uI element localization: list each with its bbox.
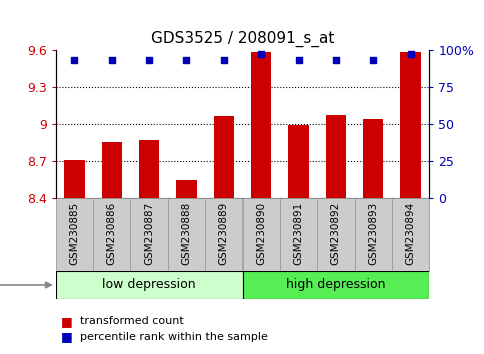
Point bbox=[182, 57, 190, 63]
Bar bbox=[279, 198, 317, 271]
Point bbox=[145, 57, 153, 63]
Text: low depression: low depression bbox=[102, 279, 196, 291]
Bar bbox=[399, 52, 420, 198]
Text: GSM230889: GSM230889 bbox=[218, 202, 228, 265]
Text: transformed count: transformed count bbox=[80, 316, 183, 326]
Bar bbox=[362, 119, 383, 198]
Text: GSM230885: GSM230885 bbox=[69, 202, 79, 265]
Bar bbox=[287, 125, 308, 198]
Bar bbox=[56, 271, 242, 299]
Point bbox=[331, 57, 339, 63]
Bar bbox=[176, 179, 197, 198]
Bar bbox=[101, 143, 122, 198]
Bar bbox=[250, 52, 271, 198]
Bar bbox=[325, 115, 346, 198]
Text: GSM230888: GSM230888 bbox=[181, 202, 191, 265]
Text: high depression: high depression bbox=[286, 279, 385, 291]
Point bbox=[257, 51, 265, 57]
Bar bbox=[138, 140, 159, 198]
Bar bbox=[167, 198, 205, 271]
Text: ■: ■ bbox=[60, 331, 72, 343]
Point bbox=[71, 57, 78, 63]
Point bbox=[369, 57, 377, 63]
Text: ■: ■ bbox=[60, 315, 72, 328]
Bar bbox=[242, 198, 279, 271]
Title: GDS3525 / 208091_s_at: GDS3525 / 208091_s_at bbox=[151, 30, 333, 47]
Point bbox=[294, 57, 302, 63]
Text: individual: individual bbox=[0, 279, 51, 291]
Bar bbox=[64, 160, 85, 198]
Text: GSM230893: GSM230893 bbox=[367, 202, 378, 265]
Bar bbox=[213, 116, 234, 198]
Text: percentile rank within the sample: percentile rank within the sample bbox=[80, 332, 267, 342]
Bar bbox=[391, 198, 428, 271]
Bar bbox=[130, 198, 167, 271]
Text: GSM230894: GSM230894 bbox=[405, 202, 415, 265]
Text: GSM230886: GSM230886 bbox=[106, 202, 117, 265]
Text: GSM230892: GSM230892 bbox=[330, 202, 340, 265]
Point bbox=[219, 57, 227, 63]
Bar bbox=[56, 198, 93, 271]
Bar bbox=[205, 198, 242, 271]
Bar bbox=[242, 271, 428, 299]
Text: GSM230887: GSM230887 bbox=[144, 202, 154, 265]
Point bbox=[406, 51, 413, 57]
Text: GSM230890: GSM230890 bbox=[256, 202, 266, 265]
Bar bbox=[354, 198, 391, 271]
Bar bbox=[317, 198, 354, 271]
Bar bbox=[93, 198, 130, 271]
Point bbox=[107, 57, 115, 63]
Text: GSM230891: GSM230891 bbox=[293, 202, 303, 265]
